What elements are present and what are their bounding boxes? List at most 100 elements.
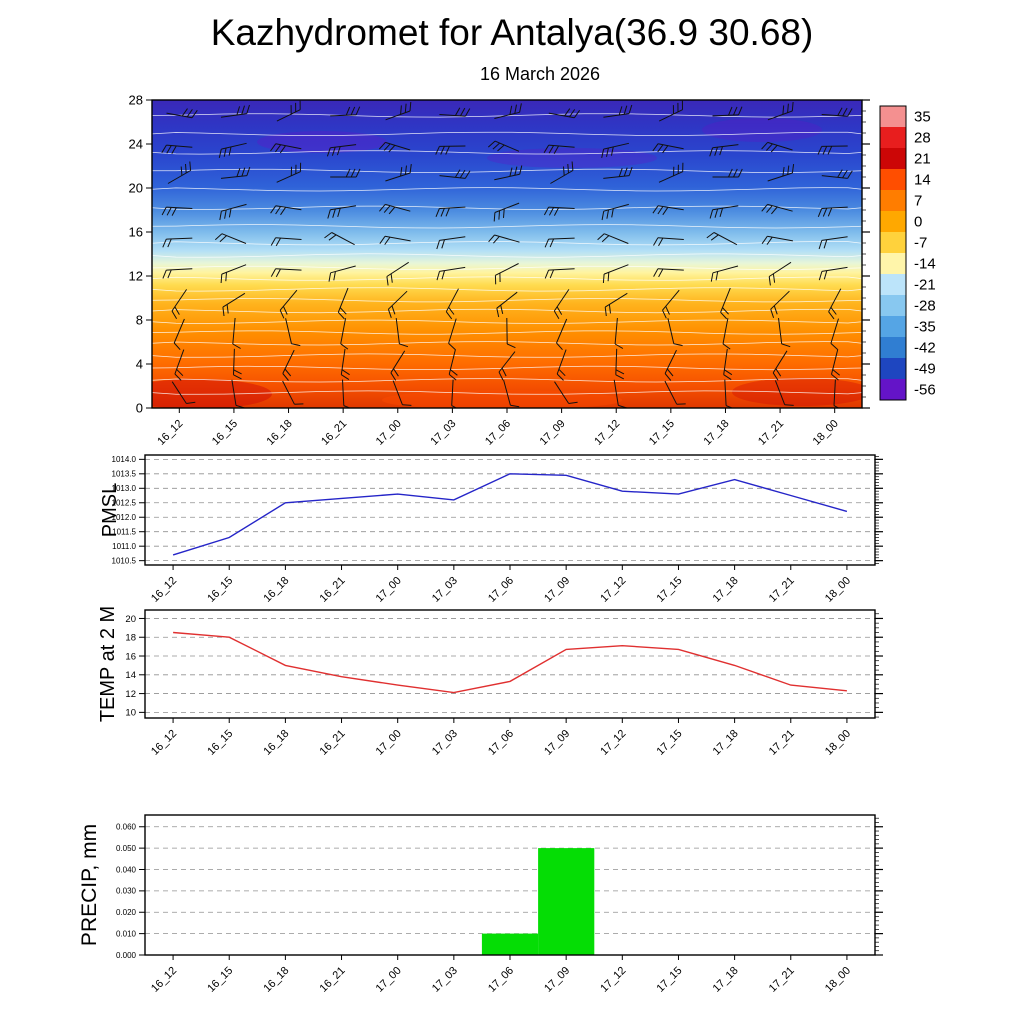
x-tick-label: 18_00 xyxy=(811,418,841,448)
x-tick-label: 16_12 xyxy=(149,728,179,758)
x-tick-label: 17_12 xyxy=(598,728,628,758)
y-tick-label: 1010.5 xyxy=(112,556,137,565)
x-tick-label: 16_21 xyxy=(319,418,349,448)
colorbar-label: 7 xyxy=(914,193,922,210)
colorbar-label: -28 xyxy=(914,298,936,315)
x-tick-label: 18_00 xyxy=(823,728,853,758)
y-tick-label: 0.040 xyxy=(116,865,137,874)
x-tick-label: 17_06 xyxy=(483,418,513,448)
y-tick-label: 0.000 xyxy=(116,951,137,960)
y-tick-label: 1014.0 xyxy=(112,455,137,464)
colorbar-label: 35 xyxy=(914,109,931,126)
x-tick-label: 17_15 xyxy=(647,418,677,448)
x-tick-label: 17_21 xyxy=(756,418,786,448)
y-tick-label: 18 xyxy=(125,633,136,644)
colorbar-segment xyxy=(880,106,906,128)
x-tick-label: 17_21 xyxy=(767,965,797,995)
y-tick-label: 1012.5 xyxy=(112,499,137,508)
precip-panel: 0.000 0.010 0.020 0.030 0.040 0.050 0.060 16_12… xyxy=(116,814,883,995)
x-tick-label: 17_09 xyxy=(542,965,572,995)
wind-barbs xyxy=(161,100,853,408)
x-tick-label: 17_12 xyxy=(592,418,622,448)
y-tick-label: 0.050 xyxy=(116,844,137,853)
colorbar-label: -35 xyxy=(914,319,936,336)
x-tick-label: 16_12 xyxy=(155,418,185,448)
x-tick-label: 16_18 xyxy=(265,418,295,448)
pmsl-panel: 1010.5 1011.0 1011.5 1012.0 1012.5 1013.0 1013… xyxy=(112,454,883,605)
colorbar-label: -21 xyxy=(914,277,936,294)
panel-border xyxy=(144,814,876,956)
x-tick-label: 17_00 xyxy=(374,728,404,758)
x-tick-label: 17_18 xyxy=(711,965,741,995)
x-tick-label: 16_15 xyxy=(210,418,240,448)
y-tick-label: 24 xyxy=(129,137,143,152)
colorbar-label: 14 xyxy=(914,172,931,189)
contour-lines xyxy=(152,113,862,395)
x-tick-label: 16_15 xyxy=(205,575,235,605)
x-tick-label: 17_18 xyxy=(711,575,741,605)
y-tick-label: 0.030 xyxy=(116,887,137,896)
colorbar-segment xyxy=(880,337,906,359)
temp-series-line xyxy=(173,631,847,694)
x-tick-label: 17_00 xyxy=(374,965,404,995)
y-tick-label: 1013.0 xyxy=(112,484,137,493)
temperature-heatmap-panel: 0 4 8 12 16 20 24 28 16_12 16_15 16_18 16_21 17_00 17… xyxy=(129,93,870,448)
y-tick-label: 1011.0 xyxy=(112,542,136,551)
x-tick-label: 17_03 xyxy=(428,418,458,448)
x-tick-label: 17_06 xyxy=(486,965,516,995)
x-tick-label: 16_15 xyxy=(205,965,235,995)
x-tick-label: 16_15 xyxy=(205,728,235,758)
temp-panel: 10 12 14 16 18 20 16_12 16_15 16_18 16_21 17_00 17_… xyxy=(125,609,883,758)
x-tick-label: 17_21 xyxy=(767,575,797,605)
y-tick-label: 20 xyxy=(125,614,136,625)
x-tick-label: 17_00 xyxy=(374,418,404,448)
colorbar-segment xyxy=(880,358,906,380)
y-tick-label: 16 xyxy=(129,225,143,240)
temp-axis-label: TEMP at 2 M xyxy=(97,606,119,722)
x-tick-label: 16_18 xyxy=(261,965,291,995)
x-tick-label: 17_15 xyxy=(654,575,684,605)
x-tick-label: 17_09 xyxy=(538,418,568,448)
colorbar-segment xyxy=(880,274,906,296)
panel-border xyxy=(144,609,876,719)
pmsl-series-line xyxy=(172,473,848,556)
colorbar-label: -42 xyxy=(914,340,936,357)
precip-bar xyxy=(481,933,539,955)
y-tick-label: 14 xyxy=(125,670,136,681)
pmsl-axis-label: PMSL xyxy=(99,483,121,537)
colorbar-label: 0 xyxy=(914,214,922,231)
x-tick-label: 17_21 xyxy=(767,728,797,758)
heatmap-field xyxy=(152,100,862,408)
colorbar-segment xyxy=(880,253,906,275)
colorbar-segment xyxy=(880,316,906,338)
colorbar-segment xyxy=(880,232,906,254)
colorbar-label: -49 xyxy=(914,361,936,378)
x-tick-label: 17_12 xyxy=(598,575,628,605)
y-tick-label: 4 xyxy=(136,357,143,372)
y-tick-label: 0 xyxy=(136,401,143,416)
colorbar-label: 21 xyxy=(914,151,931,168)
x-tick-label: 17_03 xyxy=(430,575,460,605)
colorbar-segment xyxy=(880,127,906,149)
y-tick-label: 28 xyxy=(129,93,143,108)
y-tick-label: 12 xyxy=(125,689,136,700)
x-tick-label: 16_21 xyxy=(318,728,348,758)
x-tick-label: 18_00 xyxy=(823,575,853,605)
y-tick-label: 20 xyxy=(129,181,143,196)
panel-border xyxy=(144,454,876,566)
x-tick-label: 16_12 xyxy=(149,965,179,995)
x-tick-label: 17_06 xyxy=(486,575,516,605)
x-tick-label: 17_09 xyxy=(542,728,572,758)
y-tick-label: 16 xyxy=(125,651,136,662)
y-tick-label: 0.010 xyxy=(116,929,137,938)
chart-subtitle: 16 March 2026 xyxy=(479,64,601,84)
x-tick-label: 17_12 xyxy=(598,965,628,995)
colorbar-label: 28 xyxy=(914,130,931,147)
colorbar-segment xyxy=(880,295,906,317)
colorbar-label: -14 xyxy=(914,256,936,273)
y-tick-label: 10 xyxy=(125,708,136,719)
x-tick-label: 16_12 xyxy=(149,575,179,605)
x-tick-label: 17_03 xyxy=(430,728,460,758)
